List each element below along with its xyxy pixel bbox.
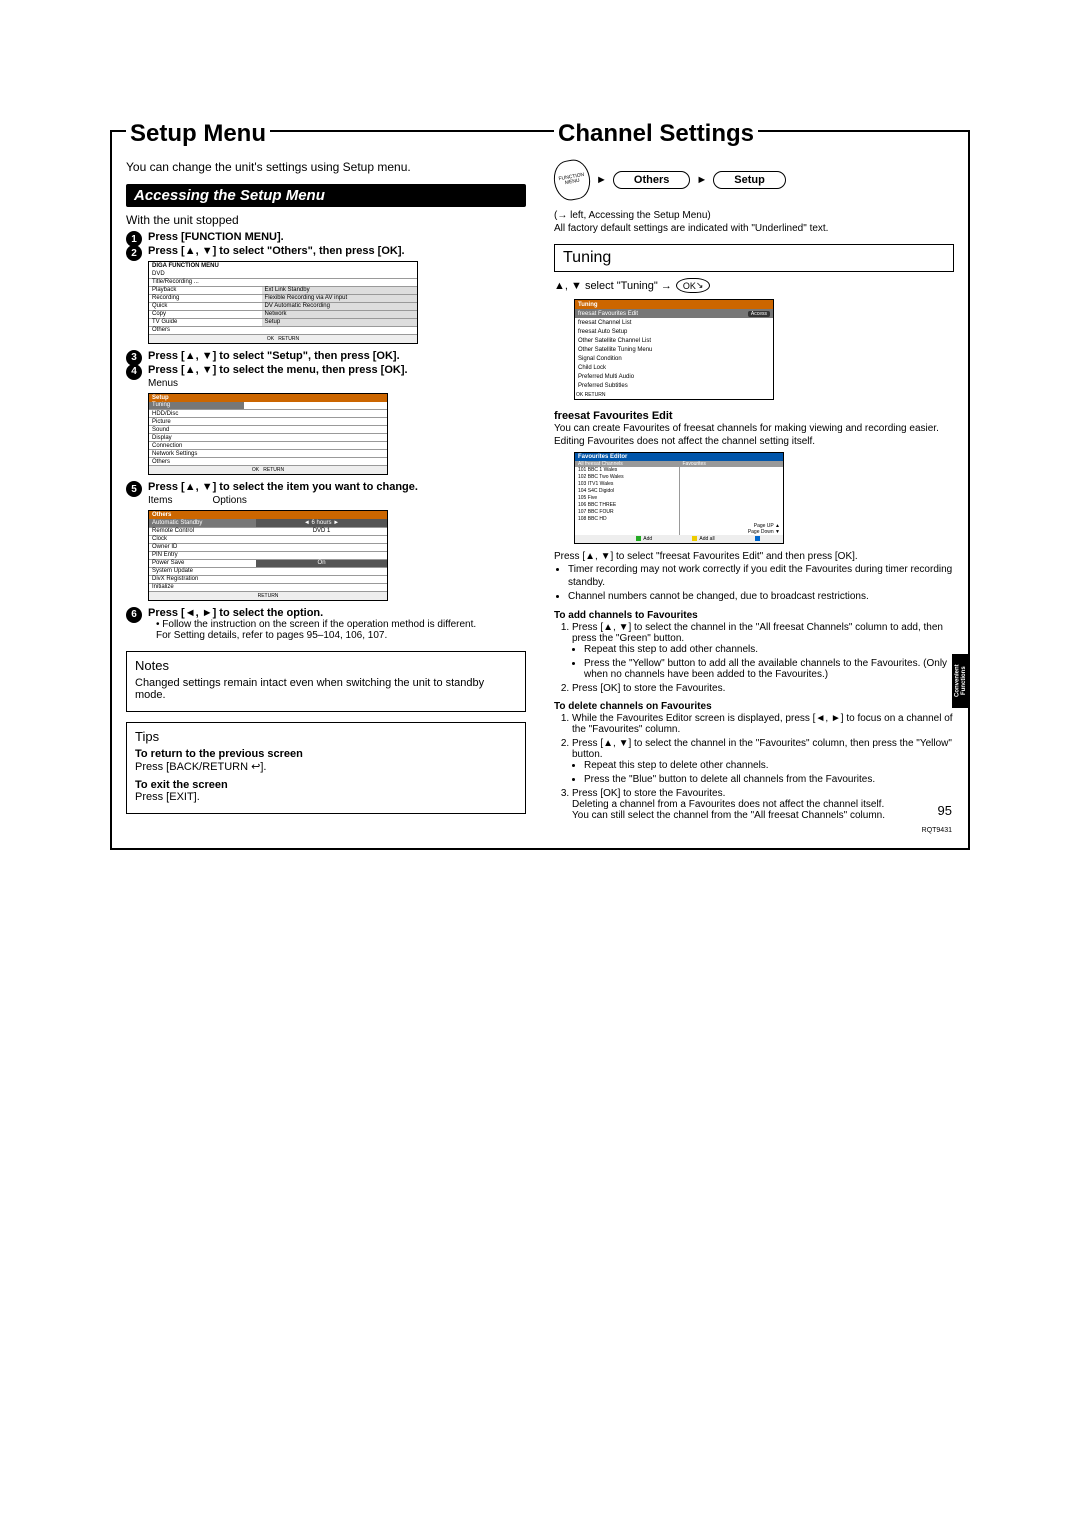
function-menu-screenshot: DIGA FUNCTION MENU DVDTitle/Recording ..… bbox=[148, 261, 418, 344]
chevron-right-icon: ► bbox=[696, 174, 707, 186]
intro-text: You can change the unit's settings using… bbox=[126, 160, 526, 174]
step-list-3: 5Press [▲, ▼] to select the item you wan… bbox=[126, 481, 526, 493]
step-4: 4Press [▲, ▼] to select the menu, then p… bbox=[126, 364, 526, 376]
tips-box: Tips To return to the previous screen Pr… bbox=[126, 722, 526, 814]
delete-channels-heading: To delete channels on Favourites bbox=[554, 700, 954, 713]
breadcrumb-pills: FUNCTION MENU ► Others ► Setup bbox=[554, 160, 786, 200]
step-list-4: 6 Press [◄, ►] to select the option. • F… bbox=[126, 607, 526, 641]
step-list-2: 3Press [▲, ▼] to select "Setup", then pr… bbox=[126, 350, 526, 376]
tuning-instruction: ▲, ▼ select "Tuning" → OK↘ bbox=[554, 278, 954, 293]
side-tab: Convenient Functions bbox=[952, 654, 970, 708]
right-column: Channel Settings FUNCTION MENU ► Others … bbox=[548, 132, 954, 824]
step-list: 1Press [FUNCTION MENU]. 2Press [▲, ▼] to… bbox=[126, 231, 526, 257]
doc-code: RQT9431 bbox=[922, 827, 952, 834]
step-3: 3Press [▲, ▼] to select "Setup", then pr… bbox=[126, 350, 526, 362]
favourites-editor-screenshot: Favourites Editor All freesat Channels 1… bbox=[574, 452, 784, 544]
others-pill: Others bbox=[613, 171, 690, 189]
step-2: 2Press [▲, ▼] to select "Others", then p… bbox=[126, 245, 526, 257]
section-band: Accessing the Setup Menu bbox=[126, 184, 526, 207]
setup-menu-heading: Setup Menu bbox=[126, 120, 270, 148]
function-menu-icon: FUNCTION MENU bbox=[551, 157, 593, 203]
channel-settings-heading: Channel Settings bbox=[554, 120, 758, 148]
tuning-heading: Tuning bbox=[554, 244, 954, 272]
manual-page: Setup Menu You can change the unit's set… bbox=[110, 130, 970, 850]
step-6: 6 Press [◄, ►] to select the option. • F… bbox=[126, 607, 526, 641]
setup-pill: Setup bbox=[713, 171, 786, 189]
step-5: 5Press [▲, ▼] to select the item you wan… bbox=[126, 481, 526, 493]
delete-channels-steps: While the Favourites Editor screen is di… bbox=[572, 713, 954, 821]
left-column: Setup Menu You can change the unit's set… bbox=[126, 132, 532, 824]
others-menu-screenshot: Others Automatic Standby◄ 6 hours ►Remot… bbox=[148, 510, 388, 601]
ok-icon: OK↘ bbox=[676, 278, 711, 293]
ffe-press: Press [▲, ▼] to select "freesat Favourit… bbox=[554, 550, 954, 563]
ref-line-2: All factory default settings are indicat… bbox=[554, 223, 954, 234]
setup-menu-screenshot: Setup TuningHDD/DiscPictureSoundDisplayC… bbox=[148, 393, 388, 476]
tuning-menu-screenshot: Tuning freesat Favourites EditAccessfree… bbox=[574, 299, 774, 400]
add-channels-steps: Press [▲, ▼] to select the channel in th… bbox=[572, 622, 954, 694]
ffe-intro: You can create Favourites of freesat cha… bbox=[554, 422, 954, 448]
step-1: 1Press [FUNCTION MENU]. bbox=[126, 231, 526, 243]
ffe-notes: Timer recording may not work correctly i… bbox=[568, 563, 954, 603]
add-channels-heading: To add channels to Favourites bbox=[554, 609, 954, 622]
chevron-right-icon: ► bbox=[596, 174, 607, 186]
ref-line-1: (→ left, Accessing the Setup Menu) bbox=[554, 210, 954, 221]
notes-box: Notes Changed settings remain intact eve… bbox=[126, 651, 526, 712]
ffe-heading: freesat Favourites Edit bbox=[554, 410, 954, 422]
precondition: With the unit stopped bbox=[126, 213, 526, 227]
page-number: 95 bbox=[938, 803, 952, 818]
